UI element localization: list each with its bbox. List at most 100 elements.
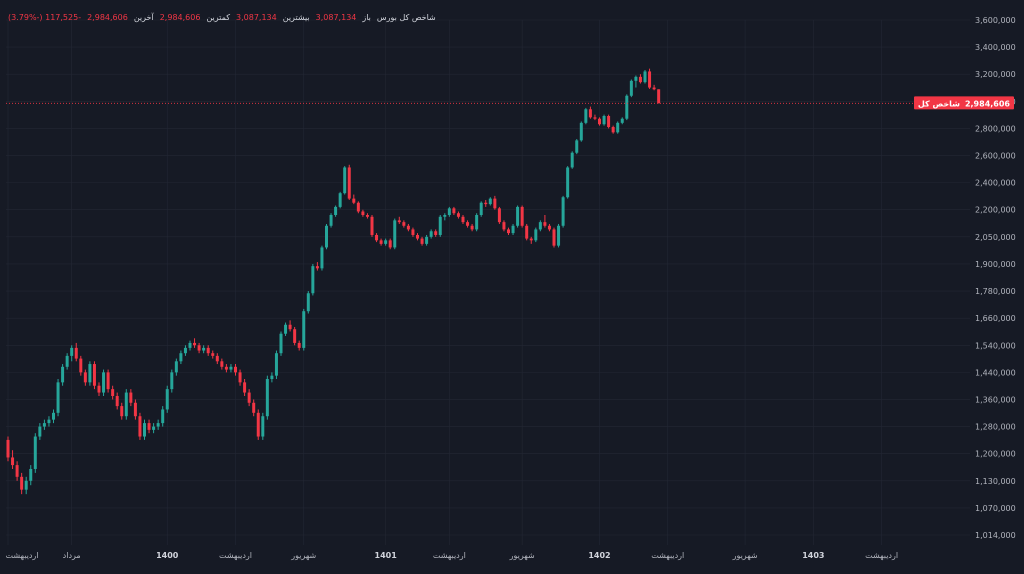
candle-body	[657, 89, 661, 104]
candle	[170, 369, 174, 393]
candle	[202, 345, 206, 354]
candle-body	[47, 419, 51, 424]
candle-body	[11, 457, 15, 466]
candle	[347, 164, 351, 200]
candle-body	[42, 423, 46, 427]
candle	[152, 423, 156, 434]
candle-body	[543, 222, 547, 226]
candle-body	[256, 412, 260, 437]
y-tick-label: 1,014,000	[975, 531, 1016, 540]
y-tick-label: 1,070,000	[975, 504, 1016, 513]
candle	[648, 68, 652, 89]
candle	[92, 361, 96, 390]
y-tick-label: 3,200,000	[975, 70, 1016, 79]
candle	[343, 166, 347, 195]
candle-body	[493, 198, 497, 209]
candle	[365, 213, 369, 219]
candle-body	[211, 353, 215, 356]
candle-body	[557, 225, 561, 246]
candle	[47, 416, 51, 427]
y-tick-label: 1,540,000	[975, 341, 1016, 350]
candle	[557, 223, 561, 248]
candle	[338, 191, 342, 209]
candle-body	[402, 222, 406, 226]
candle	[274, 350, 278, 380]
candle-body	[479, 202, 483, 216]
candle	[456, 211, 460, 219]
candle-body	[183, 347, 187, 354]
candle-body	[152, 426, 156, 430]
candle-body	[397, 220, 401, 223]
candle-body	[629, 80, 633, 96]
y-tick-label: 1,780,000	[975, 287, 1016, 296]
legend-low-label: کمترین	[206, 13, 231, 22]
candle	[161, 406, 165, 427]
x-tick-label: شهریور	[290, 551, 316, 560]
price-tag-name: شاخص کل	[918, 99, 960, 109]
candle	[616, 121, 620, 134]
candle-body	[552, 229, 556, 246]
candle	[88, 361, 92, 386]
candle-body	[602, 115, 606, 125]
candle	[61, 364, 65, 386]
candle	[502, 220, 506, 232]
candle-body	[124, 392, 128, 417]
candle-body	[652, 87, 656, 90]
candle	[243, 379, 247, 396]
candle	[402, 220, 406, 228]
candle	[438, 215, 442, 237]
candle	[520, 205, 524, 228]
candle-body	[648, 71, 652, 88]
candle-body	[220, 361, 224, 367]
y-tick-label: 1,660,000	[975, 314, 1016, 323]
candle	[133, 399, 137, 420]
candle	[379, 238, 383, 246]
candle-body	[352, 198, 356, 203]
legend-close-label: آخرین	[133, 13, 154, 22]
candle	[220, 358, 224, 370]
candle-body	[484, 202, 488, 205]
candle	[484, 199, 488, 207]
candle-body	[638, 76, 642, 83]
candle	[397, 216, 401, 224]
candle	[516, 205, 520, 228]
candle-body	[38, 426, 42, 437]
candle-body	[461, 216, 465, 223]
candle	[470, 223, 474, 232]
candle	[120, 402, 124, 420]
candle	[657, 89, 661, 104]
candle-body	[452, 208, 456, 214]
candle-body	[561, 197, 565, 226]
candle-body	[188, 342, 192, 348]
y-tick-label: 1,360,000	[975, 395, 1016, 404]
candle	[284, 322, 288, 337]
x-tick-label: اردیبهشت	[433, 551, 466, 560]
candle	[261, 412, 265, 440]
candle-body	[15, 465, 19, 477]
legend-symbol: شاخص کل بورس	[376, 13, 436, 22]
candle	[147, 419, 151, 434]
candle-body	[206, 347, 210, 354]
candle-body	[616, 122, 620, 133]
candle	[584, 107, 588, 125]
candle-body	[115, 395, 119, 407]
candle-body	[274, 353, 278, 376]
candle-body	[370, 216, 374, 235]
candle	[493, 195, 497, 210]
candle	[102, 369, 106, 396]
candle	[252, 399, 256, 417]
candle-body	[52, 412, 55, 420]
y-tick-label: 1,440,000	[975, 368, 1016, 377]
candle	[411, 227, 415, 237]
candle-body	[425, 236, 429, 244]
candle-body	[56, 382, 60, 413]
candle	[179, 350, 183, 365]
candle	[238, 369, 242, 386]
y-tick-label: 2,400,000	[975, 179, 1016, 188]
x-tick-label: اردیبهشت	[865, 551, 898, 560]
candle	[434, 229, 438, 237]
y-tick-label: 1,200,000	[975, 450, 1016, 459]
candle	[165, 385, 169, 413]
x-tick-label: شهریور	[732, 551, 758, 560]
